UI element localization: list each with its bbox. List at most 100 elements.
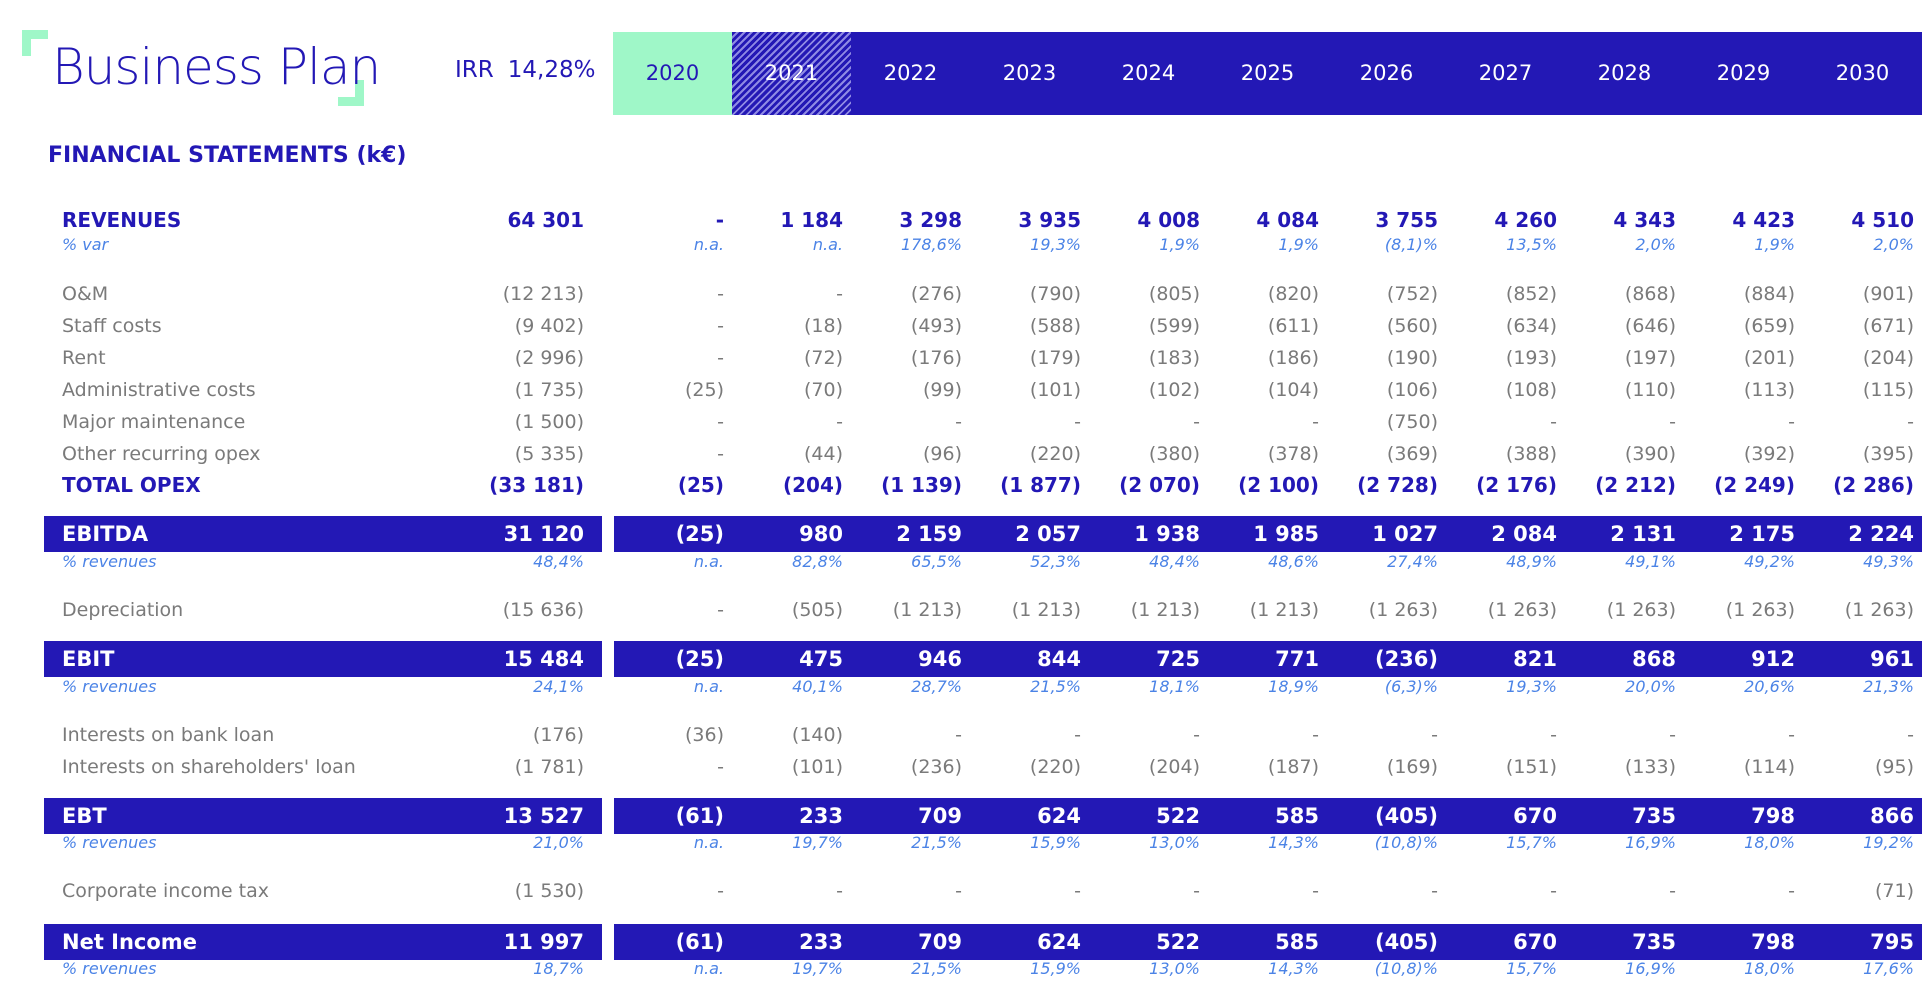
cell-2023: 19,3% <box>1030 235 1081 254</box>
cell-2024: 4 008 <box>1137 208 1200 232</box>
cell-2030: (71) <box>1874 880 1914 902</box>
cell-2027: (388) <box>1505 443 1557 465</box>
year-2030: 2030 <box>1835 61 1890 85</box>
cell-2028: 735 <box>1632 930 1676 954</box>
cell-2028: (2 212) <box>1595 473 1676 497</box>
cell-2029: 2 175 <box>1729 522 1795 546</box>
cell-2030: (115) <box>1862 379 1914 401</box>
table-row: O&M (12 213) - - (276) (790) (805) (820) (752) (8… <box>0 279 1922 309</box>
row-band-left <box>44 641 602 677</box>
row-label: Interests on shareholders' loan <box>62 756 356 778</box>
cell-2030: (395) <box>1862 443 1914 465</box>
cell-2021: (204) <box>782 473 843 497</box>
row-label: REVENUES <box>62 208 182 232</box>
cell-2029: (884) <box>1743 283 1795 305</box>
cell-2026: 1 027 <box>1372 522 1438 546</box>
cell-2021: 233 <box>799 930 843 954</box>
cell-2021: - <box>836 880 843 902</box>
cell-2028: - <box>1669 724 1676 746</box>
table-row: REVENUES 64 301 - 1 184 3 298 3 935 4 008 4 084… <box>0 205 1922 235</box>
cell-2021: 82,8% <box>792 552 843 571</box>
cell-2024: (1 213) <box>1130 599 1200 621</box>
row-label: Corporate income tax <box>62 880 269 902</box>
table-row: % revenues 21,0% n.a. 19,7% 21,5% 15,9% 13,0% 1… <box>0 832 1922 862</box>
cell-2020: n.a. <box>693 833 724 852</box>
row-total: 21,0% <box>533 833 584 852</box>
table-row: Depreciation (15 636) - (505) (1 213) (1 213)… <box>0 595 1922 625</box>
row-label: % revenues <box>62 677 157 696</box>
year-2023: 2023 <box>1002 61 1057 85</box>
cell-2028: 868 <box>1632 647 1676 671</box>
cell-2026: (236) <box>1374 647 1438 671</box>
cell-2025: 1,9% <box>1278 235 1319 254</box>
row-label: O&M <box>62 283 109 305</box>
cell-2022: (236) <box>910 756 962 778</box>
cell-2025: 585 <box>1275 930 1319 954</box>
page-title: Business Plan <box>52 38 381 96</box>
row-label: Interests on bank loan <box>62 724 275 746</box>
cell-2030: - <box>1907 411 1914 433</box>
cell-2027: 670 <box>1513 804 1557 828</box>
cell-2030: (671) <box>1862 315 1914 337</box>
cell-2029: (1 263) <box>1725 599 1795 621</box>
row-total: (1 500) <box>514 411 584 433</box>
cell-2025: - <box>1312 724 1319 746</box>
cell-2021: (72) <box>803 347 843 369</box>
cell-2021: (44) <box>803 443 843 465</box>
cell-2025: 585 <box>1275 804 1319 828</box>
cell-2022: (276) <box>910 283 962 305</box>
cell-2030: 17,6% <box>1863 959 1914 978</box>
row-total: (5 335) <box>514 443 584 465</box>
cell-2020: - <box>717 756 724 778</box>
table-row: Major maintenance (1 500) - - - - - - (750) - - - - <box>0 407 1922 437</box>
cell-2023: 52,3% <box>1030 552 1081 571</box>
cell-2029: (2 249) <box>1714 473 1795 497</box>
cell-2025: 771 <box>1275 647 1319 671</box>
cell-2023: (101) <box>1029 379 1081 401</box>
row-total: (176) <box>532 724 584 746</box>
cell-2030: (2 286) <box>1833 473 1914 497</box>
cell-2029: - <box>1788 724 1795 746</box>
cell-2026: (405) <box>1374 804 1438 828</box>
cell-2024: (380) <box>1148 443 1200 465</box>
table-row: % revenues 18,7% n.a. 19,7% 21,5% 15,9% 13,0% 1… <box>0 958 1922 988</box>
row-total: 31 120 <box>503 522 584 546</box>
cell-2029: 20,6% <box>1744 677 1795 696</box>
cell-2025: - <box>1312 880 1319 902</box>
cell-2027: 15,7% <box>1506 959 1557 978</box>
cell-2020: (25) <box>675 522 724 546</box>
cell-2023: (1 213) <box>1011 599 1081 621</box>
cell-2028: 2 131 <box>1610 522 1676 546</box>
cell-2030: (901) <box>1862 283 1914 305</box>
cell-2027: 13,5% <box>1506 235 1557 254</box>
cell-2028: 4 343 <box>1613 208 1676 232</box>
cell-2028: 49,1% <box>1625 552 1676 571</box>
cell-2020: - <box>717 347 724 369</box>
cell-2025: 4 084 <box>1256 208 1319 232</box>
cell-2023: 21,5% <box>1030 677 1081 696</box>
cell-2029: 912 <box>1751 647 1795 671</box>
cell-2023: 844 <box>1037 647 1081 671</box>
cell-2028: 16,9% <box>1625 959 1676 978</box>
cell-2030: 21,3% <box>1863 677 1914 696</box>
cell-2025: (2 100) <box>1238 473 1319 497</box>
title-corner-bottom-right <box>338 80 364 106</box>
table-row: % revenues 48,4% n.a. 82,8% 65,5% 52,3% 48,4% 4… <box>0 551 1922 581</box>
cell-2025: 1 985 <box>1253 522 1319 546</box>
row-label: EBITDA <box>62 522 149 546</box>
cell-2023: (588) <box>1029 315 1081 337</box>
table-row: EBT 13 527 (61) 233 709 624 522 585 (405) 670 735 7… <box>0 798 1922 834</box>
cell-2024: 522 <box>1156 930 1200 954</box>
cell-2028: (197) <box>1624 347 1676 369</box>
cell-2023: (220) <box>1029 443 1081 465</box>
row-band-left <box>44 798 602 834</box>
cell-2027: (108) <box>1505 379 1557 401</box>
cell-2020: (25) <box>675 647 724 671</box>
cell-2027: (1 263) <box>1487 599 1557 621</box>
cell-2028: (1 263) <box>1606 599 1676 621</box>
cell-2024: (2 070) <box>1119 473 1200 497</box>
row-label: TOTAL OPEX <box>62 473 201 497</box>
cell-2021: (18) <box>803 315 843 337</box>
cell-2027: 15,7% <box>1506 833 1557 852</box>
cell-2028: 16,9% <box>1625 833 1676 852</box>
